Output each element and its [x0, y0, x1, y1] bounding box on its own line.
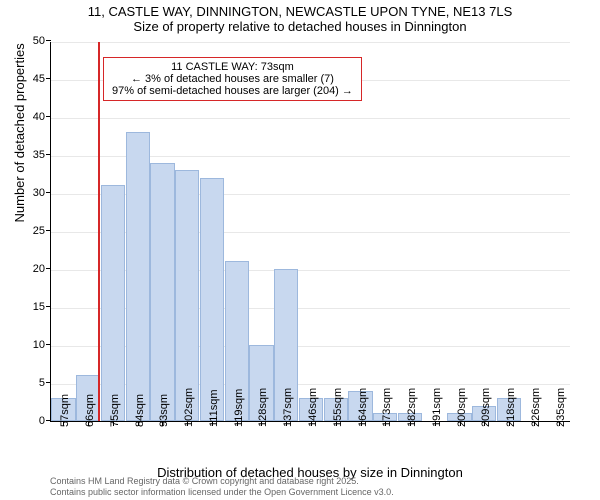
xtick-label: 111sqm: [208, 389, 220, 427]
xtick-label: 155sqm: [332, 388, 344, 427]
xtick-label: 128sqm: [257, 388, 269, 427]
property-marker-line: [98, 42, 100, 421]
ytick-label: 20: [33, 263, 51, 275]
xtick-label: 119sqm: [233, 389, 245, 427]
xtick-label: 191sqm: [431, 388, 443, 427]
xtick-label: 235sqm: [555, 388, 567, 427]
histogram-bar: [150, 163, 174, 421]
attribution-footer: Contains HM Land Registry data © Crown c…: [50, 476, 394, 498]
y-axis-label: Number of detached properties: [12, 43, 27, 222]
ytick-label: 0: [39, 415, 51, 427]
xtick-label: 164sqm: [357, 388, 369, 427]
ytick-label: 40: [33, 111, 51, 123]
xtick-label: 93sqm: [158, 394, 170, 427]
annotation-line-2: ← 3% of detached houses are smaller (7): [112, 73, 353, 85]
histogram-bar: [200, 178, 224, 421]
xtick-label: 146sqm: [307, 388, 319, 427]
xtick-label: 218sqm: [505, 388, 517, 427]
ytick-label: 15: [33, 301, 51, 313]
title-line-1: 11, CASTLE WAY, DINNINGTON, NEWCASTLE UP…: [0, 4, 600, 19]
ytick-label: 35: [33, 149, 51, 161]
xtick-label: 75sqm: [109, 394, 121, 427]
xtick-label: 173sqm: [381, 388, 393, 427]
xtick-label: 200sqm: [456, 388, 468, 427]
gridline: [51, 42, 570, 43]
footer-line-2: Contains public sector information licen…: [50, 487, 394, 498]
xtick-label: 209sqm: [480, 388, 492, 427]
ytick-label: 50: [33, 35, 51, 47]
histogram-bar: [126, 132, 150, 421]
xtick-label: 226sqm: [530, 388, 542, 427]
ytick-label: 30: [33, 187, 51, 199]
chart-title: 11, CASTLE WAY, DINNINGTON, NEWCASTLE UP…: [0, 0, 600, 34]
ytick-label: 10: [33, 339, 51, 351]
xtick-label: 66sqm: [84, 394, 96, 427]
histogram-bar: [101, 185, 125, 421]
annotation-line-1: 11 CASTLE WAY: 73sqm: [112, 61, 353, 73]
ytick-label: 25: [33, 225, 51, 237]
xtick-label: 57sqm: [59, 394, 71, 427]
xtick-label: 84sqm: [134, 394, 146, 427]
plot-area: 0510152025303540455057sqm66sqm75sqm84sqm…: [50, 42, 570, 422]
chart-area: 0510152025303540455057sqm66sqm75sqm84sqm…: [50, 42, 570, 422]
xtick-label: 137sqm: [282, 388, 294, 427]
histogram-bar: [175, 170, 199, 421]
xtick-label: 102sqm: [183, 388, 195, 427]
footer-line-1: Contains HM Land Registry data © Crown c…: [50, 476, 394, 487]
gridline: [51, 118, 570, 119]
xtick-label: 182sqm: [406, 388, 418, 427]
ytick-label: 5: [39, 377, 51, 389]
annotation-box: 11 CASTLE WAY: 73sqm← 3% of detached hou…: [103, 57, 362, 101]
ytick-label: 45: [33, 73, 51, 85]
title-line-2: Size of property relative to detached ho…: [0, 19, 600, 34]
annotation-line-3: 97% of semi-detached houses are larger (…: [112, 85, 353, 97]
